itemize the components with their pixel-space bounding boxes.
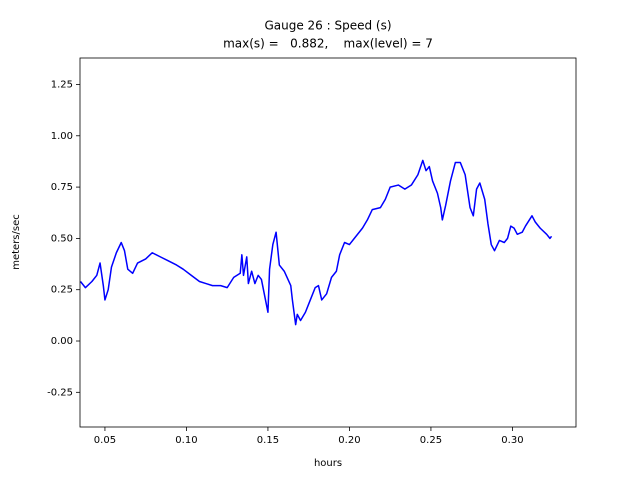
chart-title: Gauge 26 : Speed (s) — [264, 19, 391, 33]
chart-subtitle: max(s) = 0.882, max(level) = 7 — [223, 37, 433, 51]
x-tick-label: 0.10 — [175, 435, 197, 446]
x-axis-label: hours — [314, 458, 342, 469]
y-tick-label: 0.25 — [51, 285, 73, 296]
x-tick-label: 0.05 — [94, 435, 116, 446]
x-tick-label: 0.25 — [420, 435, 442, 446]
y-tick-label: 1.00 — [51, 131, 73, 142]
x-tick-label: 0.30 — [501, 435, 523, 446]
y-tick-label: 0.50 — [51, 233, 73, 244]
y-axis-label: meters/sec — [11, 214, 22, 270]
plot-frame — [79, 57, 577, 428]
y-tick-label: 1.25 — [51, 79, 73, 90]
y-tick-label: 0.75 — [51, 182, 73, 193]
x-tick-label: 0.20 — [338, 435, 360, 446]
x-tick-label: 0.15 — [257, 435, 279, 446]
data-line — [79, 159, 553, 326]
y-tick-label: -0.25 — [47, 387, 73, 398]
y-tick-label: 0.00 — [51, 336, 73, 347]
